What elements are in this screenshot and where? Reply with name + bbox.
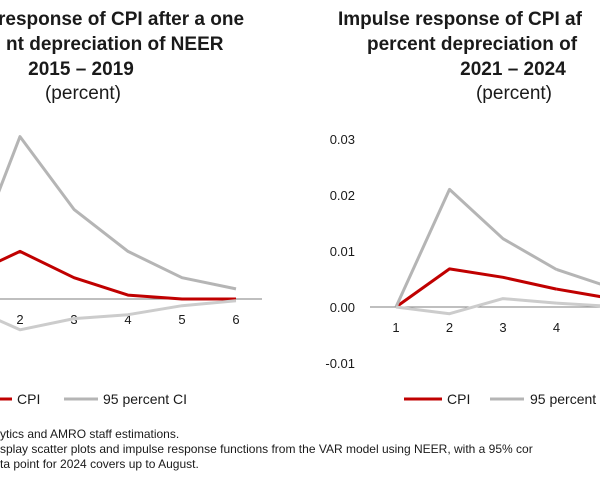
right-chart-series-ci-upper-tail — [556, 268, 600, 286]
right-chart-title-line-3: 2021 – 2024 — [460, 59, 566, 80]
right-chart-series-ci-lower-line — [395, 297, 557, 316]
right-chart-y-tick-label: 0.03 — [330, 132, 355, 147]
left-chart-title-line-1: response of CPI after a one — [0, 9, 244, 30]
right-chart-x-tick-label: 2 — [446, 320, 453, 335]
left-chart-series-ci-lower-line — [0, 299, 237, 332]
footnote-coverage: ta point for 2024 covers up to August. — [0, 457, 199, 471]
footnote-source: ytics and AMRO staff estimations. — [0, 427, 180, 441]
left-chart-series-ci-upper-line — [0, 135, 237, 291]
right-chart-y-tick-label: -0.01 — [325, 356, 355, 371]
right-chart: Impulse response of CPI af percent depre… — [325, 9, 600, 407]
left-legend: CPI 95 percent CI — [0, 391, 187, 407]
right-chart-series-ci-upper-line — [394, 187, 558, 308]
right-chart-y-tick-label: 0.00 — [330, 300, 355, 315]
left-chart-x-tick-label: 2 — [16, 312, 23, 327]
left-chart: response of CPI after a one nt depreciat… — [0, 9, 262, 407]
left-chart-title-line-3: 2015 – 2019 — [28, 59, 134, 80]
left-chart-x-tick-label: 4 — [124, 312, 131, 327]
right-chart-series-cpi-tail — [556, 287, 600, 299]
right-chart-y-tick-label: 0.01 — [330, 244, 355, 259]
right-legend: CPI 95 percent — [404, 391, 596, 407]
right-chart-subtitle: (percent) — [476, 83, 552, 104]
right-chart-y-tick-label: 0.02 — [330, 188, 355, 203]
left-chart-series-cpi-line — [0, 249, 236, 301]
right-chart-series-cpi-line — [395, 267, 557, 309]
right-chart-x-tick-label: 3 — [499, 320, 506, 335]
right-plot-area: 0.03 0.02 0.01 0.00 -0.01 1 2 3 4 — [325, 132, 600, 371]
left-chart-x-tick-label: 6 — [232, 312, 239, 327]
right-chart-x-tick-label: 4 — [553, 320, 560, 335]
left-chart-title-line-2: nt depreciation of NEER — [6, 34, 224, 55]
right-chart-title-line-1: Impulse response of CPI af — [338, 9, 583, 30]
footnote-method: splay scatter plots and impulse response… — [0, 442, 533, 456]
left-chart-x-tick-label: 5 — [178, 312, 185, 327]
right-chart-title-line-2: percent depreciation of — [367, 34, 578, 55]
right-legend-ci-label: 95 percent — [530, 391, 596, 407]
left-legend-ci-label: 95 percent CI — [103, 391, 187, 407]
right-chart-series-ci-lower-tail — [556, 301, 600, 308]
right-chart-x-tick-label: 1 — [392, 320, 399, 335]
left-chart-subtitle: (percent) — [45, 83, 121, 104]
right-legend-cpi-label: CPI — [447, 391, 470, 407]
left-legend-cpi-label: CPI — [17, 391, 40, 407]
